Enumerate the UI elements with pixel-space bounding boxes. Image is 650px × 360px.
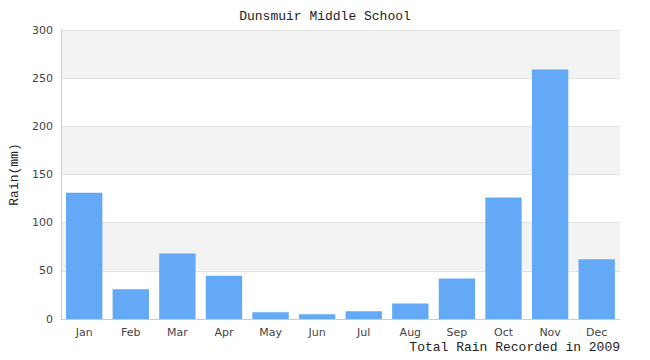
svg-text:Dunsmuir Middle School: Dunsmuir Middle School (239, 9, 411, 24)
svg-text:Rain(mm): Rain(mm) (7, 143, 22, 205)
svg-text:Oct: Oct (494, 326, 514, 339)
svg-text:Dec: Dec (586, 326, 607, 339)
svg-text:100: 100 (32, 216, 53, 229)
svg-text:Total Rain Recorded in 2009: Total Rain Recorded in 2009 (409, 340, 620, 355)
svg-text:250: 250 (32, 72, 53, 85)
svg-text:150: 150 (32, 168, 53, 181)
svg-text:0: 0 (46, 313, 53, 326)
svg-text:Nov: Nov (539, 326, 561, 339)
svg-text:Apr: Apr (214, 326, 234, 339)
svg-text:Mar: Mar (167, 326, 188, 339)
svg-text:May: May (259, 326, 282, 339)
svg-text:Jan: Jan (75, 326, 93, 339)
svg-text:Jun: Jun (308, 326, 326, 339)
svg-text:Aug: Aug (400, 326, 421, 339)
svg-text:50: 50 (39, 264, 53, 277)
svg-text:Jul: Jul (356, 326, 370, 339)
svg-text:300: 300 (32, 24, 53, 37)
svg-text:Feb: Feb (121, 326, 140, 339)
svg-text:200: 200 (32, 120, 53, 133)
svg-text:Sep: Sep (447, 326, 468, 339)
